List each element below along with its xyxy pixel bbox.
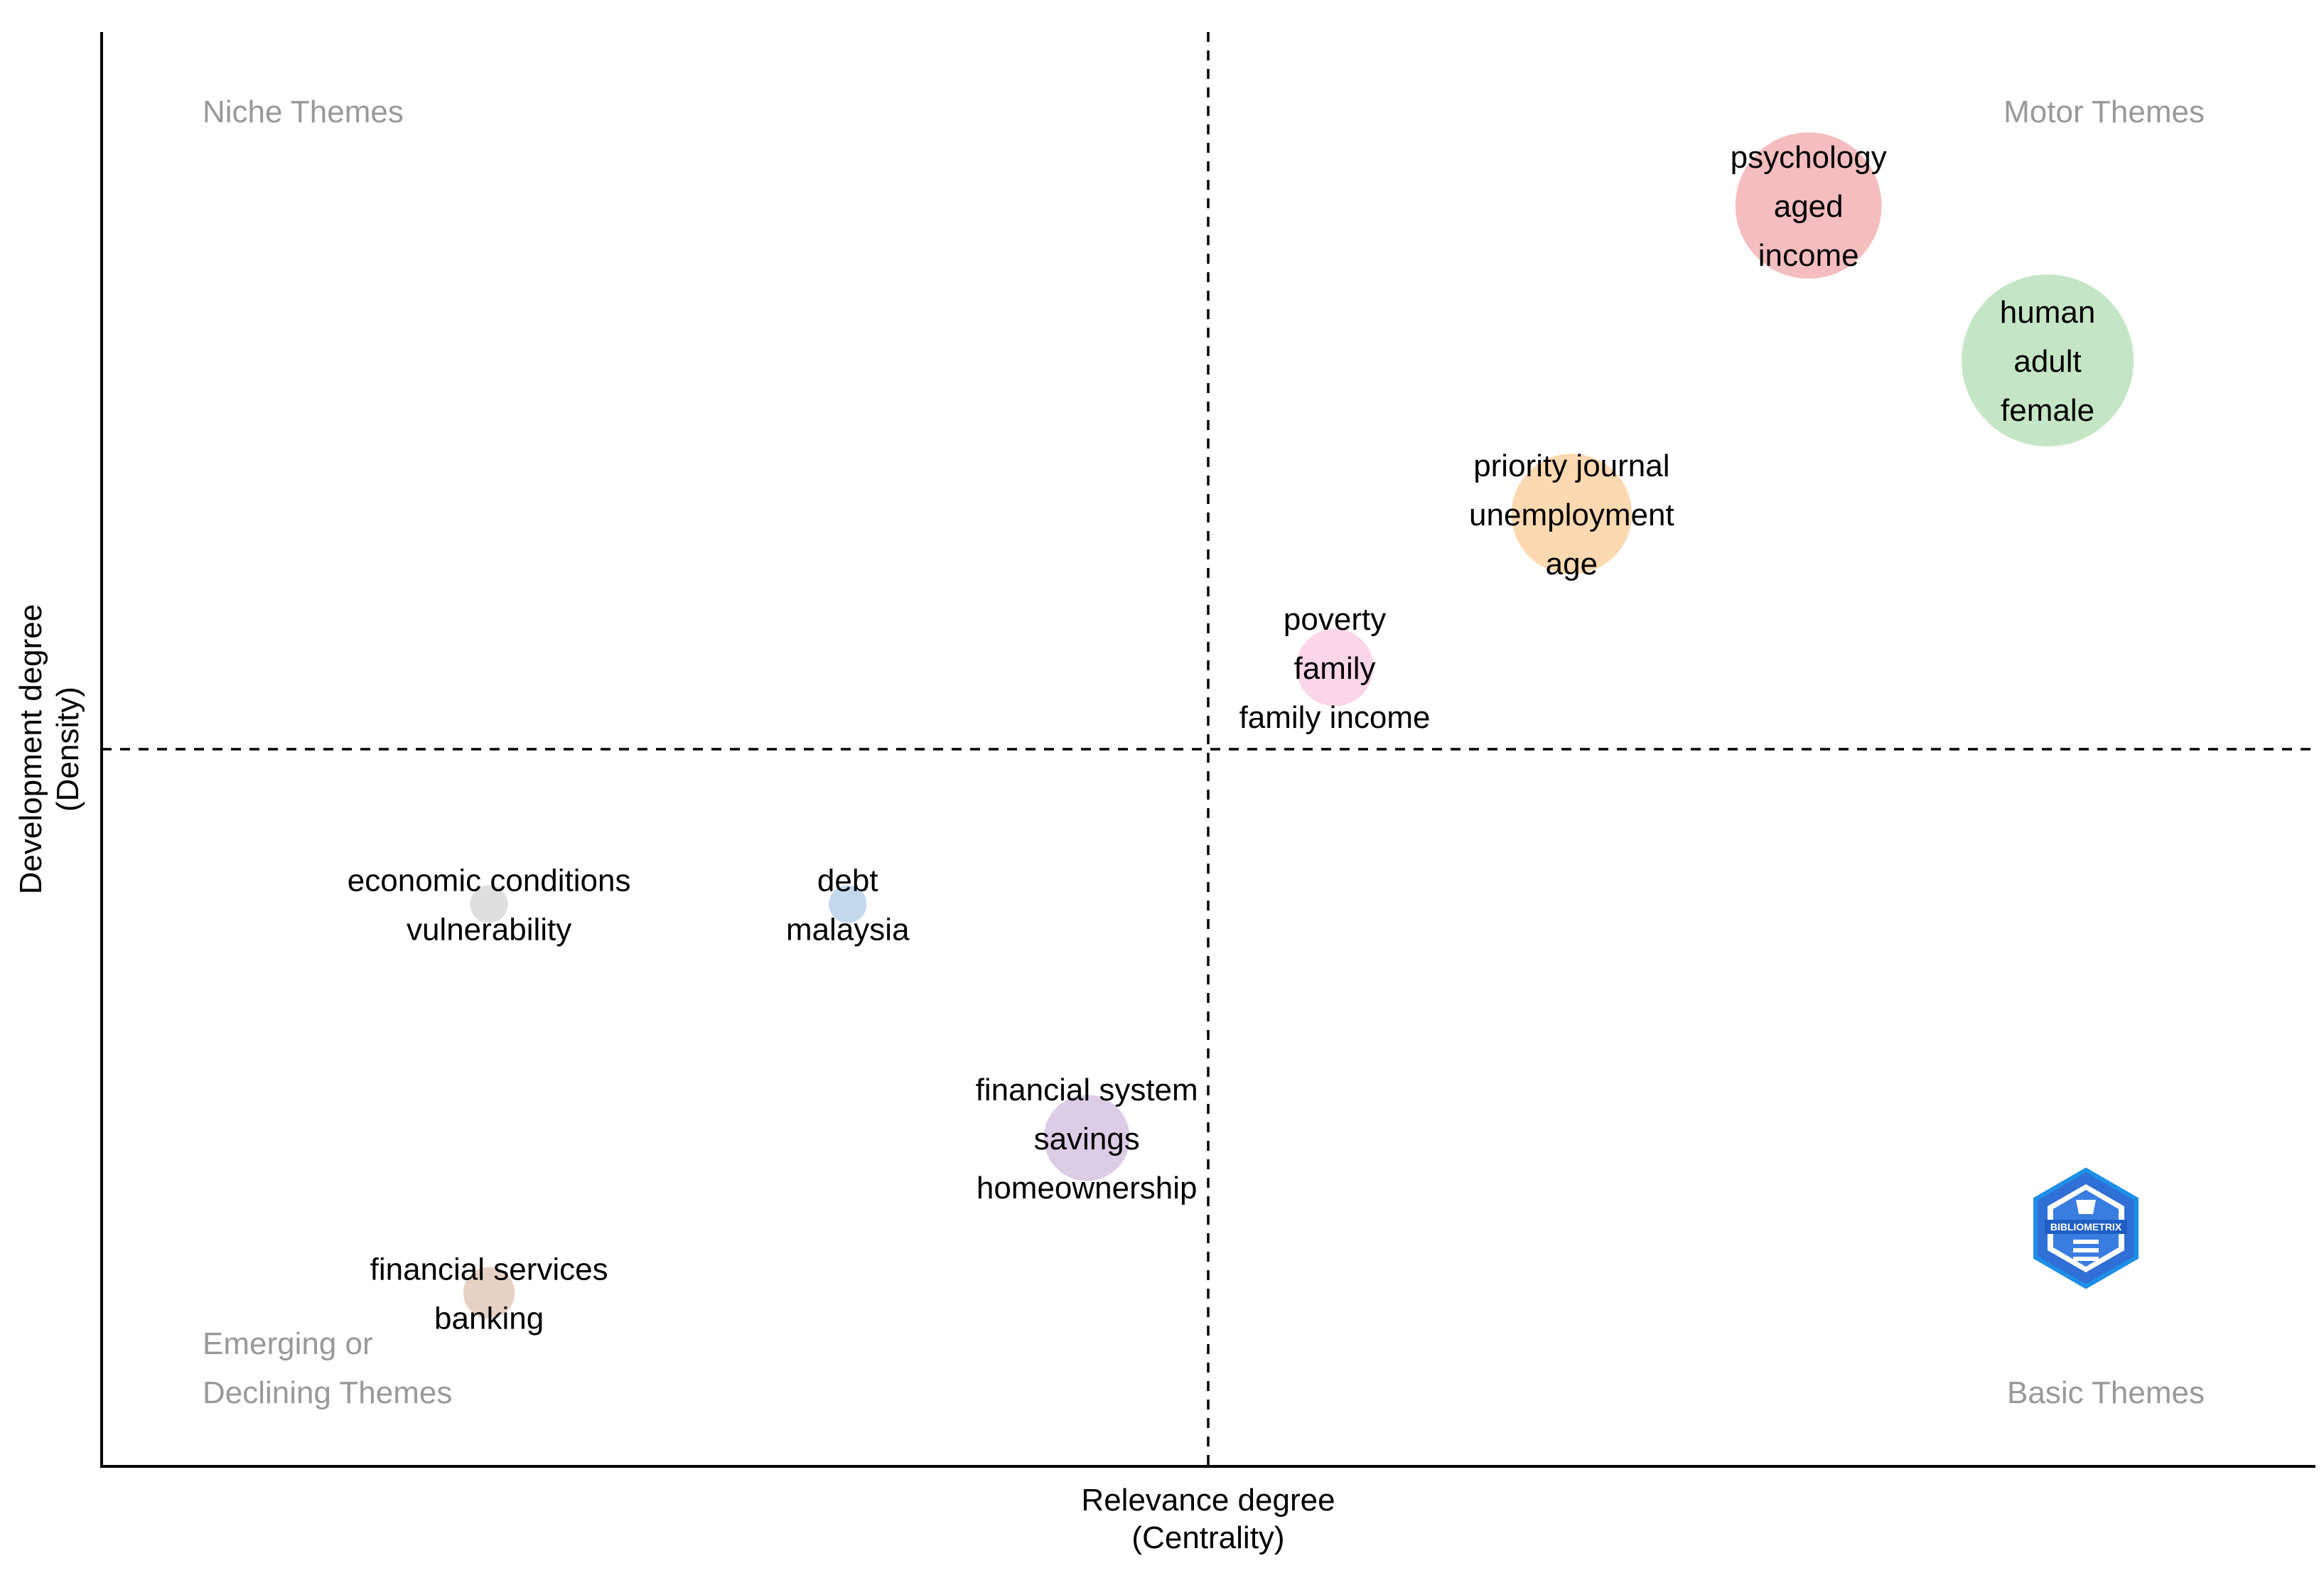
cluster-bubble-3 <box>1511 453 1632 574</box>
y-axis-title-line1: Development degree <box>14 604 48 894</box>
cluster-bubble-1 <box>1735 132 1882 279</box>
cluster-bubble-4 <box>1296 628 1374 707</box>
logo-text: BIBLIOMETRIX <box>2050 1221 2122 1233</box>
cluster-labels: psychology aged income human adult female prio… <box>348 140 2096 1336</box>
cluster-5-label-1: economic conditions <box>348 863 631 898</box>
cluster-8-label-2: banking <box>434 1301 544 1336</box>
cluster-2-label-1: human <box>2000 295 2096 330</box>
cluster-6-label-1: debt <box>817 863 878 898</box>
quadrant-label-motor: Motor Themes <box>2003 95 2205 129</box>
cluster-8-label-1: financial services <box>370 1252 608 1287</box>
cluster-4-label-1: poverty <box>1284 602 1386 637</box>
quadrant-label-emerging-line2: Declining Themes <box>203 1375 452 1410</box>
cluster-3-label-3: age <box>1546 547 1598 581</box>
quadrant-label-emerging-line1: Emerging or <box>203 1326 373 1361</box>
x-axis-title-line2: (Centrality) <box>1131 1520 1284 1555</box>
cluster-bubble-6 <box>829 885 867 923</box>
cluster-bubble-8 <box>463 1267 515 1319</box>
cluster-3-label-1: priority journal <box>1473 449 1669 483</box>
cluster-bubble-2 <box>1962 274 2134 447</box>
cluster-7-label-3: homeownership <box>977 1171 1198 1206</box>
cluster-4-label-2: family <box>1294 651 1376 686</box>
cluster-2-label-2: adult <box>2013 344 2081 379</box>
cluster-1-label-3: income <box>1758 238 1859 273</box>
cluster-1-label-1: psychology <box>1731 140 1887 175</box>
cluster-6-label-2: malaysia <box>786 912 910 947</box>
cluster-3-label-2: unemployment <box>1469 498 1674 532</box>
cluster-bubble-5 <box>470 885 508 923</box>
x-axis-title-line1: Relevance degree <box>1081 1483 1335 1518</box>
cluster-7-label-1: financial system <box>976 1073 1198 1107</box>
quadrant-label-niche: Niche Themes <box>203 95 404 129</box>
bibliometrix-logo: BIBLIOMETRIX <box>2033 1167 2139 1289</box>
cluster-7-label-2: savings <box>1034 1122 1140 1156</box>
cluster-4-label-3: family income <box>1239 700 1431 735</box>
cluster-bubble-7 <box>1043 1095 1130 1181</box>
quadrant-label-basic: Basic Themes <box>2007 1375 2205 1410</box>
y-axis-title-line2: (Density) <box>50 687 85 812</box>
cluster-5-label-2: vulnerability <box>407 912 571 947</box>
cluster-bubbles <box>463 132 2134 1319</box>
cluster-2-label-3: female <box>2001 393 2094 428</box>
cluster-1-label-2: aged <box>1774 189 1844 224</box>
